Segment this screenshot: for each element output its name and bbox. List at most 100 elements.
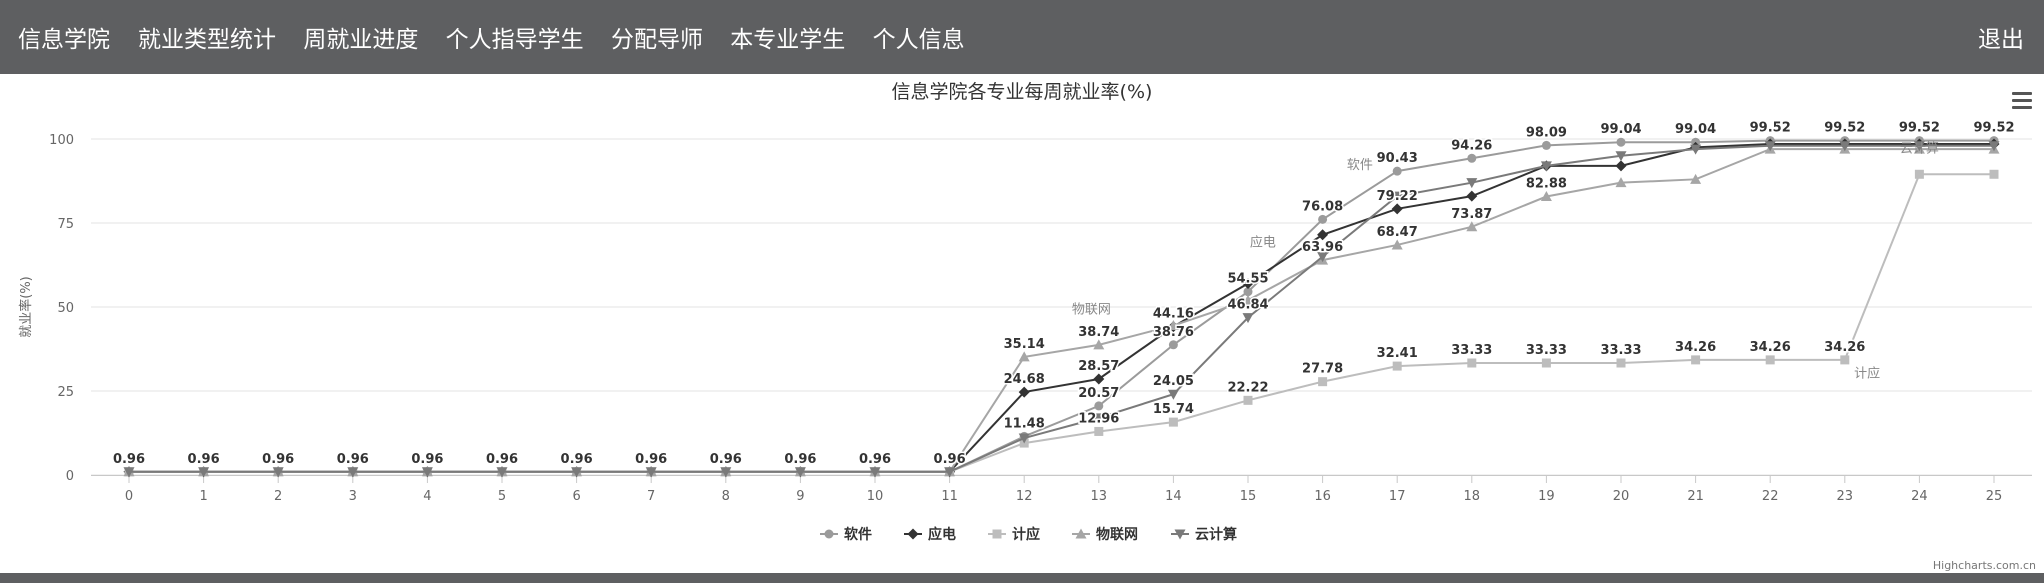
x-tick-label: 8 <box>722 489 730 504</box>
legend-item[interactable]: 物联网 <box>1096 526 1138 543</box>
data-label: 46.84 <box>1227 298 1268 313</box>
x-tick-label: 16 <box>1314 489 1331 504</box>
data-label: 98.09 <box>1526 125 1567 140</box>
x-tick-label: 9 <box>796 489 804 504</box>
brand-title[interactable]: 信息学院 <box>18 27 110 53</box>
data-point <box>1242 294 1254 305</box>
y-tick-label: 0 <box>66 469 74 484</box>
data-point <box>1094 426 1104 436</box>
data-point <box>1093 339 1105 350</box>
x-tick-label: 19 <box>1538 489 1555 504</box>
nav-item-employment-types[interactable]: 就业类型统计 <box>138 27 276 53</box>
data-label: 99.52 <box>1824 121 1865 136</box>
data-label: 28.57 <box>1078 359 1119 374</box>
data-point <box>1616 137 1626 147</box>
data-point <box>1467 358 1477 368</box>
x-tick-label: 1 <box>199 489 207 504</box>
data-label: 0.96 <box>561 452 593 467</box>
series-line-4 <box>129 144 1994 473</box>
x-tick-label: 13 <box>1091 489 1108 504</box>
data-point <box>1615 177 1627 188</box>
legend-marker <box>1174 529 1186 540</box>
y-tick-label: 25 <box>57 385 74 400</box>
data-point <box>1317 229 1329 241</box>
chart-credits[interactable]: Highcharts.com.cn <box>1932 559 2036 572</box>
data-label: 0.96 <box>635 452 667 467</box>
data-point <box>1540 191 1552 202</box>
data-point <box>1094 401 1104 411</box>
logout-button[interactable]: 退出 <box>1978 27 2024 53</box>
data-point <box>123 467 135 478</box>
data-point <box>1093 373 1105 385</box>
legend-marker <box>824 529 834 539</box>
series-label: 云计算 <box>1900 141 1939 156</box>
chart-container: 信息学院各专业每周就业率(%) 0 25 50 75 100 就业率(%) 0 1 2 3 4 5 6 7 8… <box>0 74 2044 573</box>
data-label: 33.33 <box>1600 343 1641 358</box>
data-label: 79.22 <box>1377 189 1418 204</box>
series-line-1 <box>129 143 1994 473</box>
data-point <box>1093 413 1105 424</box>
data-point <box>869 467 881 478</box>
data-point <box>1616 358 1626 368</box>
data-point <box>1317 252 1329 263</box>
data-point <box>1765 355 1775 365</box>
data-point <box>1840 355 1850 365</box>
data-point <box>1242 277 1254 289</box>
data-point <box>1318 377 1328 387</box>
nav-item-assign-mentor[interactable]: 分配导师 <box>610 27 703 53</box>
nav-item-my-students[interactable]: 个人指导学生 <box>445 27 584 53</box>
data-label: 0.96 <box>113 452 145 467</box>
y-axis-title: 就业率(%) <box>18 276 34 338</box>
x-tick-label: 22 <box>1762 489 1779 504</box>
data-label: 94.26 <box>1451 138 1492 153</box>
data-point <box>1018 351 1030 362</box>
data-point <box>720 467 732 478</box>
data-point <box>1615 151 1627 162</box>
data-label: 63.96 <box>1302 240 1343 255</box>
data-label: 0.96 <box>262 452 294 467</box>
data-label: 0.96 <box>784 452 816 467</box>
data-point <box>1167 389 1179 400</box>
legend-item[interactable]: 应电 <box>928 526 956 543</box>
data-label: 34.26 <box>1750 340 1791 355</box>
data-point <box>1242 313 1254 324</box>
data-point <box>1391 191 1403 202</box>
x-tick-label: 11 <box>941 489 958 504</box>
data-label: 0.96 <box>859 452 891 467</box>
bottom-bar <box>0 573 2044 583</box>
series-label: 物联网 <box>1072 303 1111 318</box>
data-label: 34.26 <box>1824 340 1865 355</box>
data-label: 73.87 <box>1451 207 1492 222</box>
series-label: 软件 <box>1347 158 1373 173</box>
x-tick-label: 21 <box>1687 489 1704 504</box>
data-point <box>1391 203 1403 215</box>
x-tick-label: 7 <box>647 489 655 504</box>
y-tick-label: 100 <box>49 133 74 148</box>
legend-item[interactable]: 软件 <box>844 526 872 543</box>
nav-item-major-students[interactable]: 本专业学生 <box>730 27 846 53</box>
nav-item-weekly-progress[interactable]: 周就业进度 <box>303 27 419 53</box>
legend-item[interactable]: 计应 <box>1012 526 1040 543</box>
data-point <box>1988 141 2000 152</box>
data-point <box>421 467 433 478</box>
data-point <box>347 467 359 478</box>
data-label: 20.57 <box>1078 386 1119 401</box>
x-tick-label: 2 <box>274 489 282 504</box>
chart-menu-icon[interactable] <box>2012 92 2032 110</box>
series-line-3 <box>129 148 1994 473</box>
data-label: 0.96 <box>710 452 742 467</box>
legend-item[interactable]: 云计算 <box>1195 526 1237 543</box>
data-point <box>645 467 657 478</box>
nav-item-profile[interactable]: 个人信息 <box>872 27 965 53</box>
data-label: 0.96 <box>934 452 966 467</box>
data-label: 99.52 <box>1750 121 1791 136</box>
data-label: 82.88 <box>1526 177 1567 192</box>
data-label: 99.52 <box>1973 121 2014 136</box>
data-point <box>1989 169 1999 179</box>
data-label: 11.48 <box>1004 416 1045 431</box>
x-tick-label: 23 <box>1837 489 1854 504</box>
top-navbar: 信息学院 就业类型统计 周就业进度 个人指导学生 分配导师 本专业学生 个人信息… <box>0 0 2044 74</box>
x-tick-label: 4 <box>423 489 431 504</box>
data-point <box>1540 161 1552 172</box>
